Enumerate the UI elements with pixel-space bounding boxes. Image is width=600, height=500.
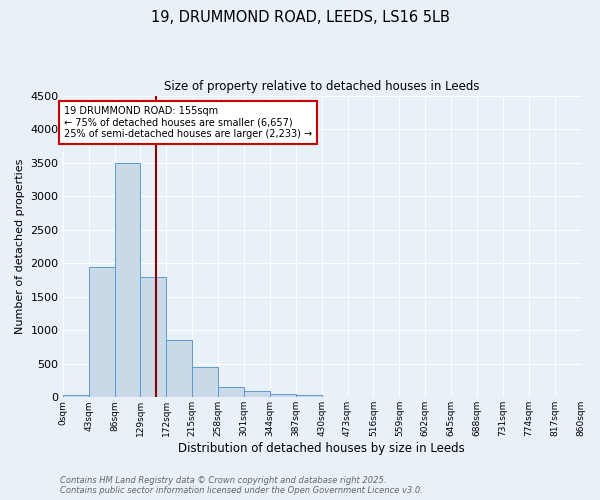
Bar xyxy=(244,392,270,398)
Bar xyxy=(140,276,166,398)
Bar xyxy=(115,162,140,398)
Bar xyxy=(166,340,192,398)
Y-axis label: Number of detached properties: Number of detached properties xyxy=(15,158,25,334)
Bar xyxy=(63,396,89,398)
Text: 19 DRUMMOND ROAD: 155sqm
← 75% of detached houses are smaller (6,657)
25% of sem: 19 DRUMMOND ROAD: 155sqm ← 75% of detach… xyxy=(64,106,312,139)
Text: Contains HM Land Registry data © Crown copyright and database right 2025.
Contai: Contains HM Land Registry data © Crown c… xyxy=(60,476,423,495)
Bar xyxy=(322,396,347,398)
Title: Size of property relative to detached houses in Leeds: Size of property relative to detached ho… xyxy=(164,80,479,93)
X-axis label: Distribution of detached houses by size in Leeds: Distribution of detached houses by size … xyxy=(178,442,465,455)
Bar xyxy=(270,394,296,398)
Bar xyxy=(89,266,115,398)
Bar xyxy=(192,367,218,398)
Bar xyxy=(218,386,244,398)
Bar xyxy=(296,396,322,398)
Text: 19, DRUMMOND ROAD, LEEDS, LS16 5LB: 19, DRUMMOND ROAD, LEEDS, LS16 5LB xyxy=(151,10,449,25)
